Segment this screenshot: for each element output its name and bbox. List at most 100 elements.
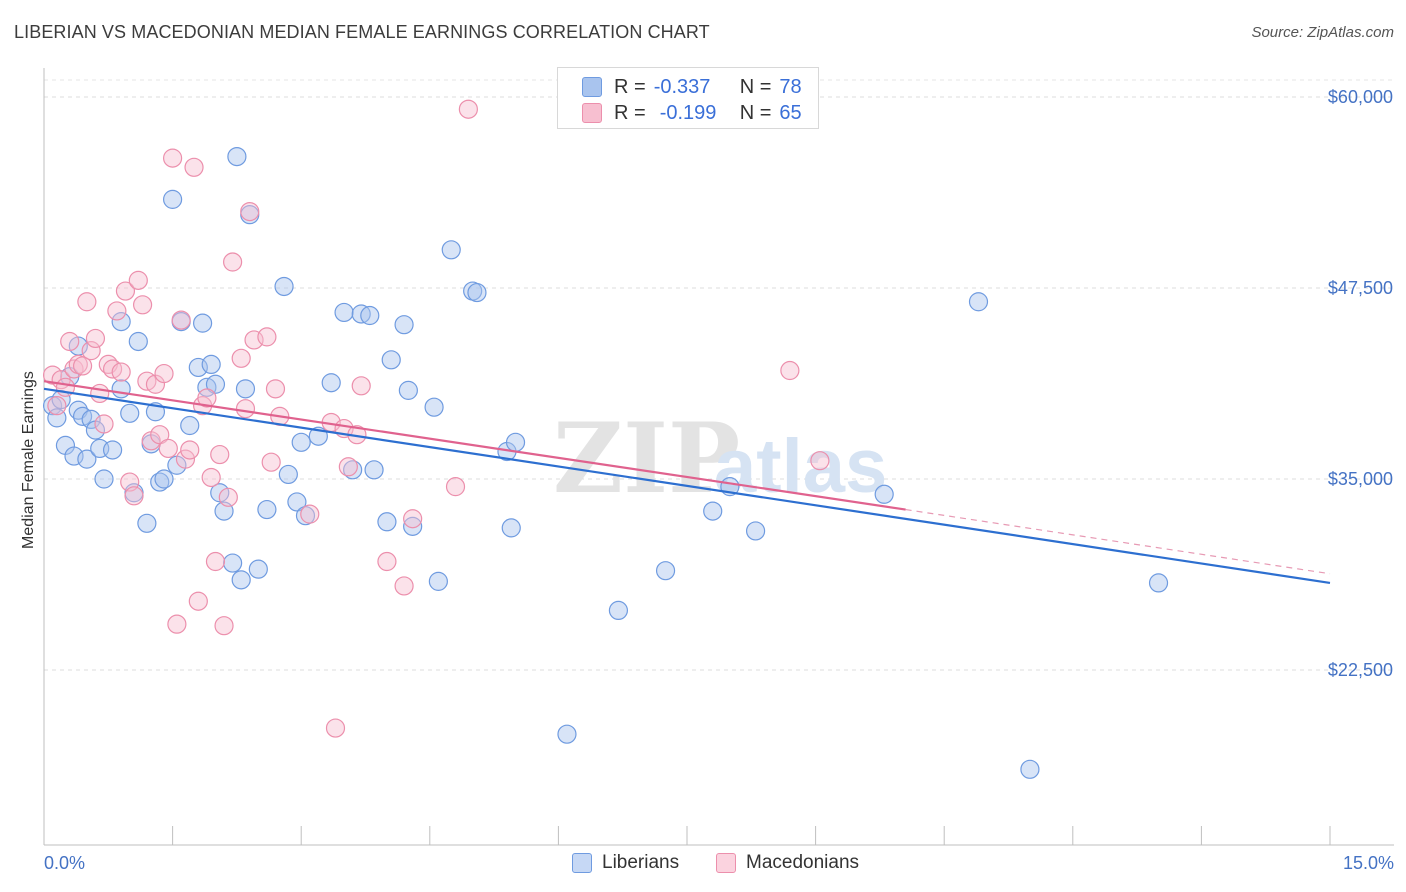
legend-n-value: 78 <box>779 75 802 98</box>
liberian-trend-line <box>43 387 1331 584</box>
liberian-point <box>201 354 221 374</box>
liberian-point <box>505 432 526 452</box>
liberian-point <box>81 409 101 430</box>
correlation-legend: R = -0.337 N = 78 R = -0.199 N = 65 <box>557 67 819 129</box>
macedonian-point <box>210 444 230 465</box>
liberian-point <box>111 312 131 332</box>
macedonian-point <box>240 202 260 222</box>
macedonian-point <box>351 376 371 396</box>
macedonians-legend-swatch <box>716 853 736 873</box>
macedonian-point <box>810 451 830 471</box>
macedonian-point <box>175 449 196 469</box>
macedonian-point <box>47 396 67 416</box>
macedonian-point <box>218 487 238 507</box>
watermark-atlas: atlas <box>714 424 887 509</box>
macedonian-point <box>325 718 346 738</box>
liberian-point <box>557 724 577 744</box>
axes <box>43 68 1394 846</box>
legend-n-value: 65 <box>779 101 802 124</box>
macedonian-point <box>188 591 208 611</box>
liberian-point <box>501 518 521 538</box>
liberian-point <box>874 484 894 504</box>
macedonian-point <box>261 452 281 472</box>
macedonian-trend-line <box>43 380 906 511</box>
macedonian-point <box>163 148 183 168</box>
liberian-point <box>278 464 298 485</box>
liberian-point <box>608 600 629 621</box>
liberian-point <box>223 553 243 573</box>
x-tick-label-min: 0.0% <box>44 853 85 873</box>
liberian-point <box>703 501 723 521</box>
liberian-point <box>364 460 384 480</box>
macedonian-point <box>42 365 63 385</box>
macedonians-swatch <box>582 103 602 123</box>
macedonian-point <box>85 328 106 349</box>
macedonian-point <box>150 425 170 445</box>
liberian-point <box>360 305 380 326</box>
liberian-point <box>137 513 157 533</box>
macedonian-point <box>128 270 148 290</box>
macedonian-point <box>60 331 80 352</box>
macedonian-point <box>124 486 144 506</box>
liberian-point <box>424 397 444 417</box>
liberian-point <box>154 469 174 489</box>
legend-n-label: N = <box>739 101 772 124</box>
legend-r-label: R = <box>614 75 646 98</box>
liberian-point <box>77 449 97 469</box>
macedonian-point <box>780 360 800 381</box>
watermark-zip: ZIP <box>553 402 740 515</box>
chart-title: LIBERIAN VS MACEDONIAN MEDIAN FEMALE EAR… <box>14 22 710 42</box>
liberian-point <box>248 559 268 579</box>
liberian-point <box>102 440 123 460</box>
macedonian-point <box>201 467 221 488</box>
liberian-point <box>205 374 226 394</box>
series-legend: Liberians Macedonians <box>0 852 1406 876</box>
macedonian-point <box>458 99 478 119</box>
source-note: Source: ZipAtlas.com <box>1251 24 1394 41</box>
macedonian-point <box>231 348 251 368</box>
y-tick-label: $35,000 <box>1328 469 1393 489</box>
liberian-point <box>163 189 183 209</box>
liberian-point <box>210 483 230 503</box>
liberian-point <box>968 292 989 312</box>
macedonian-point <box>171 310 191 330</box>
macedonian-point <box>72 356 93 376</box>
macedonian-point <box>132 295 153 315</box>
macedonian-point <box>394 576 414 596</box>
legend-label-liberians: Liberians <box>602 852 680 873</box>
macedonian-point <box>111 362 131 382</box>
legend-r-value: -0.199 <box>659 101 717 124</box>
macedonian-point <box>300 504 320 524</box>
macedonian-point <box>94 414 114 434</box>
liberian-point <box>128 331 148 352</box>
liberian-point <box>231 570 251 590</box>
y-tick-labels: $22,500 $35,000 $47,500 $60,000 <box>1328 87 1393 680</box>
liberian-point <box>257 499 277 520</box>
macedonian-point <box>403 509 423 529</box>
liberian-point <box>193 313 213 333</box>
legend-label-macedonians: Macedonians <box>746 852 860 873</box>
liberian-point <box>441 240 461 260</box>
x-tick-label-max: 15.0% <box>1343 853 1394 873</box>
macedonian-point <box>77 292 97 312</box>
liberian-point <box>120 403 140 423</box>
liberian-point <box>377 512 397 532</box>
trend-lines <box>43 380 1331 584</box>
legend-r-label: R = <box>614 101 646 124</box>
macedonian-point <box>158 438 178 459</box>
legend-item-macedonians[interactable]: Macedonians <box>716 852 859 874</box>
macedonian-point <box>338 457 358 477</box>
macedonian-point <box>265 379 286 399</box>
macedonian-point <box>154 363 174 384</box>
y-tick-label: $22,500 <box>1328 660 1393 680</box>
macedonian-point <box>107 301 127 321</box>
macedonian-point <box>223 252 243 272</box>
legend-item-liberians[interactable]: Liberians <box>572 852 679 874</box>
liberian-point <box>227 146 247 167</box>
liberian-point <box>398 380 418 400</box>
macedonian-point <box>197 388 217 408</box>
liberian-point <box>428 571 448 591</box>
macedonian-point <box>81 341 101 361</box>
liberian-point <box>467 282 487 303</box>
